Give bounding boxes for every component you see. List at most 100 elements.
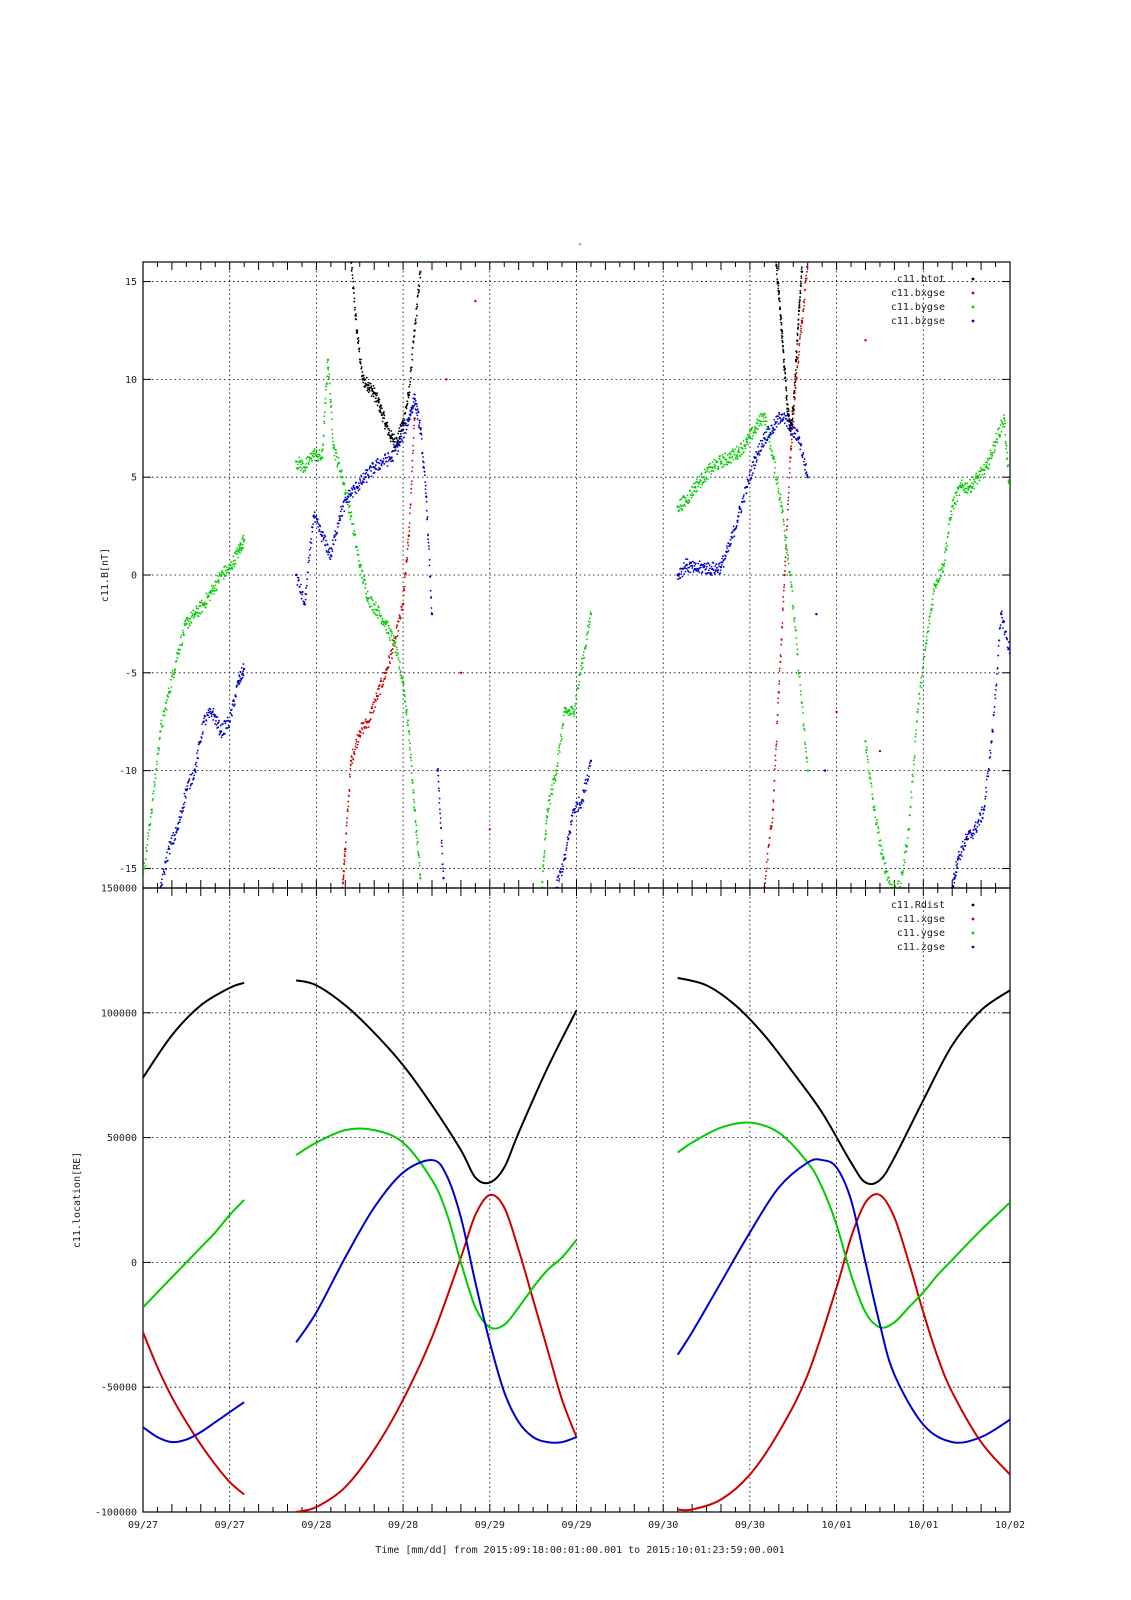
data-point: [681, 509, 684, 512]
data-point: [778, 683, 780, 685]
data-point: [430, 612, 434, 616]
data-point: [782, 518, 785, 521]
data-point: [975, 472, 978, 475]
data-point: [301, 460, 304, 463]
data-point: [360, 731, 362, 734]
data-point: [185, 796, 187, 799]
data-point: [193, 615, 196, 618]
data-point: [781, 332, 783, 335]
data-point: [778, 411, 780, 414]
data-point: [403, 419, 406, 421]
data-point: [929, 615, 932, 618]
data-point: [541, 870, 544, 872]
data-point: [204, 715, 207, 718]
data-point: [405, 573, 407, 576]
data-point: [328, 556, 331, 559]
data-point: [210, 592, 213, 595]
data-point: [366, 469, 369, 472]
data-point: [177, 822, 179, 825]
data-point: [409, 413, 412, 415]
data-point: [408, 391, 411, 394]
data-point: [422, 461, 425, 464]
data-point: [314, 521, 316, 523]
data-point: [587, 767, 590, 770]
data-point: [874, 816, 877, 819]
data-point: [867, 769, 870, 772]
data-point: [785, 425, 788, 427]
data-point: [543, 855, 546, 857]
data-point: [913, 754, 916, 757]
data-point: [802, 724, 805, 727]
data-point: [906, 836, 909, 839]
data-point: [728, 456, 731, 459]
data-point: [144, 867, 146, 870]
data-point: [212, 585, 215, 588]
data-point: [729, 543, 732, 545]
data-point: [155, 767, 158, 770]
data-point: [964, 833, 967, 836]
data-point: [419, 877, 422, 880]
data-point: [329, 558, 332, 561]
data-point: [702, 475, 705, 479]
data-point: [227, 719, 230, 722]
data-point: [242, 540, 245, 543]
data-point: [543, 852, 546, 854]
data-point: [995, 683, 998, 686]
data-point: [408, 530, 411, 533]
data-point: [195, 605, 198, 608]
x-tick-label: 10/02: [995, 1520, 1025, 1531]
data-point: [949, 518, 952, 521]
data-point: [563, 710, 567, 714]
data-point: [374, 400, 376, 403]
data-point: [695, 490, 698, 493]
data-point: [231, 566, 233, 569]
data-point: [357, 741, 360, 743]
data-point: [324, 388, 327, 391]
data-point: [315, 449, 318, 451]
data-point: [763, 412, 766, 415]
data-point: [879, 839, 882, 842]
data-point: [416, 305, 419, 308]
data-point: [787, 427, 789, 430]
data-point: [297, 576, 300, 579]
data-point: [167, 687, 170, 690]
data-point: [412, 789, 414, 792]
data-point: [577, 683, 580, 686]
data-point: [974, 824, 976, 827]
data-point: [691, 565, 694, 568]
data-point: [777, 284, 780, 287]
data-point: [347, 503, 349, 506]
data-point: [559, 742, 562, 745]
data-point: [195, 607, 198, 610]
data-point: [986, 457, 989, 460]
data-point: [1000, 430, 1003, 433]
data-point: [1008, 652, 1010, 655]
data-point: [395, 635, 397, 638]
data-point: [360, 358, 362, 361]
data-point: [964, 482, 967, 484]
data-point: [735, 457, 737, 460]
data-point: [780, 639, 783, 641]
data-point: [804, 468, 806, 471]
data-point: [183, 801, 186, 804]
data-point: [940, 568, 943, 571]
data-point: [787, 496, 790, 499]
data-point: [775, 265, 778, 268]
data-point: [589, 759, 593, 763]
data-point: [201, 733, 204, 735]
data-point: [708, 564, 711, 567]
data-point: [980, 808, 983, 811]
data-point: [779, 493, 782, 496]
data-point: [413, 424, 416, 427]
data-point: [171, 675, 174, 677]
data-point: [157, 752, 160, 755]
data-point: [411, 452, 414, 455]
data-point: [405, 711, 408, 713]
data-point: [233, 700, 235, 703]
data-point: [358, 358, 361, 361]
data-point: [474, 299, 477, 303]
data-point: [749, 435, 752, 438]
data-point: [325, 539, 328, 542]
data-point: [888, 880, 891, 882]
data-point: [744, 447, 747, 450]
